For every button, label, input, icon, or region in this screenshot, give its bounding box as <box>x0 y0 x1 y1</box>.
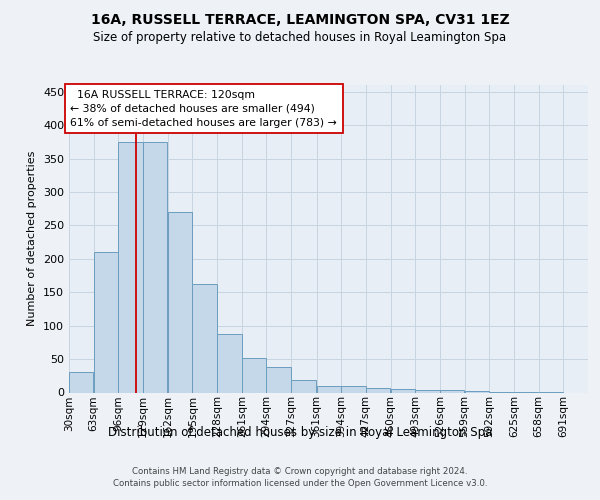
Bar <box>440 390 464 392</box>
Bar <box>341 386 365 392</box>
Bar <box>291 380 316 392</box>
Bar <box>168 212 192 392</box>
Bar <box>193 284 217 393</box>
Bar <box>69 372 94 392</box>
Text: Contains HM Land Registry data © Crown copyright and database right 2024.
Contai: Contains HM Land Registry data © Crown c… <box>113 466 487 487</box>
Bar <box>415 390 440 392</box>
Bar <box>366 388 391 392</box>
Bar <box>391 389 415 392</box>
Bar <box>464 391 489 392</box>
Text: 16A, RUSSELL TERRACE, LEAMINGTON SPA, CV31 1EZ: 16A, RUSSELL TERRACE, LEAMINGTON SPA, CV… <box>91 12 509 26</box>
Bar <box>118 142 143 393</box>
Bar <box>242 358 266 392</box>
Text: Size of property relative to detached houses in Royal Leamington Spa: Size of property relative to detached ho… <box>94 31 506 44</box>
Bar <box>217 334 242 392</box>
Bar <box>143 142 167 393</box>
Text: 16A RUSSELL TERRACE: 120sqm
← 38% of detached houses are smaller (494)
61% of se: 16A RUSSELL TERRACE: 120sqm ← 38% of det… <box>70 90 337 128</box>
Bar <box>317 386 341 392</box>
Text: Distribution of detached houses by size in Royal Leamington Spa: Distribution of detached houses by size … <box>108 426 492 439</box>
Bar <box>266 367 291 392</box>
Bar <box>94 252 118 392</box>
Y-axis label: Number of detached properties: Number of detached properties <box>28 151 37 326</box>
